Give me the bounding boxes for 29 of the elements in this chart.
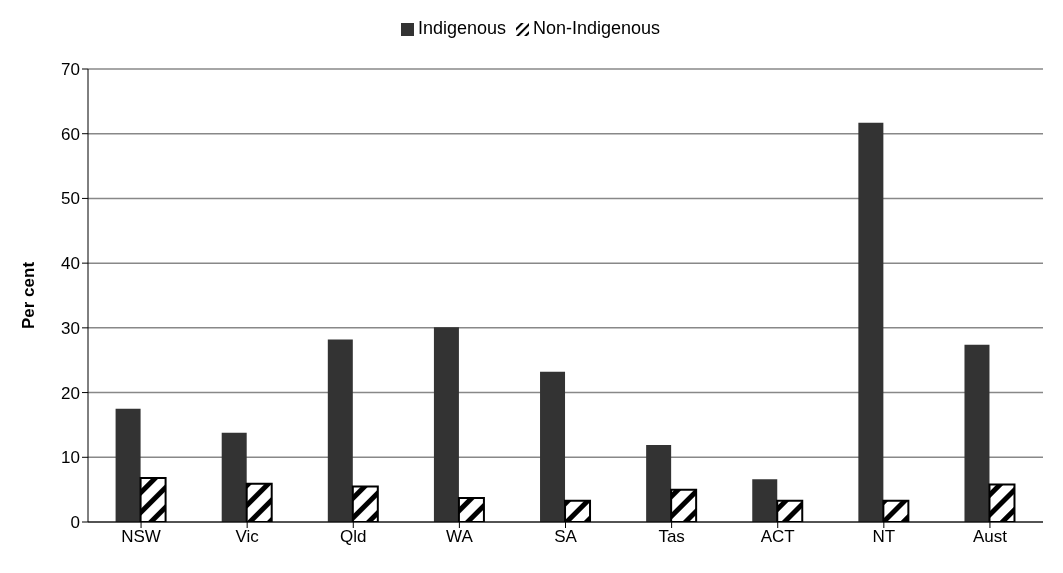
bar (540, 371, 566, 522)
bar (646, 444, 672, 522)
x-tick-label: WA (446, 527, 474, 547)
x-tick-label: NSW (121, 527, 161, 547)
legend-label: Non-Indigenous (532, 18, 661, 38)
bar (221, 432, 247, 522)
x-tick-label: NT (872, 527, 896, 547)
x-tick-label: Tas (658, 527, 685, 547)
y-tick-label: 0 (70, 513, 80, 533)
x-tick-label: SA (554, 527, 578, 547)
bar (858, 122, 884, 522)
y-tick-label: 50 (61, 189, 80, 209)
x-tick-label: Vic (235, 527, 260, 547)
bar (752, 479, 778, 522)
legend-label: Indigenous (417, 18, 506, 38)
x-tick-label: Qld (340, 527, 367, 547)
y-axis-title: Per cent (19, 261, 39, 330)
y-tick-label: 70 (61, 60, 80, 80)
y-tick-label: 40 (61, 254, 80, 274)
y-tick-label: 10 (61, 448, 80, 468)
y-tick-label: 20 (61, 383, 80, 403)
bar (433, 327, 459, 522)
x-tick-label: Aust (972, 527, 1008, 547)
bar (115, 408, 141, 522)
bar (327, 339, 353, 522)
y-tick-label: 30 (61, 318, 80, 338)
y-tick-label: 60 (61, 124, 80, 144)
bar (964, 344, 990, 522)
x-tick-label: ACT (760, 527, 795, 547)
